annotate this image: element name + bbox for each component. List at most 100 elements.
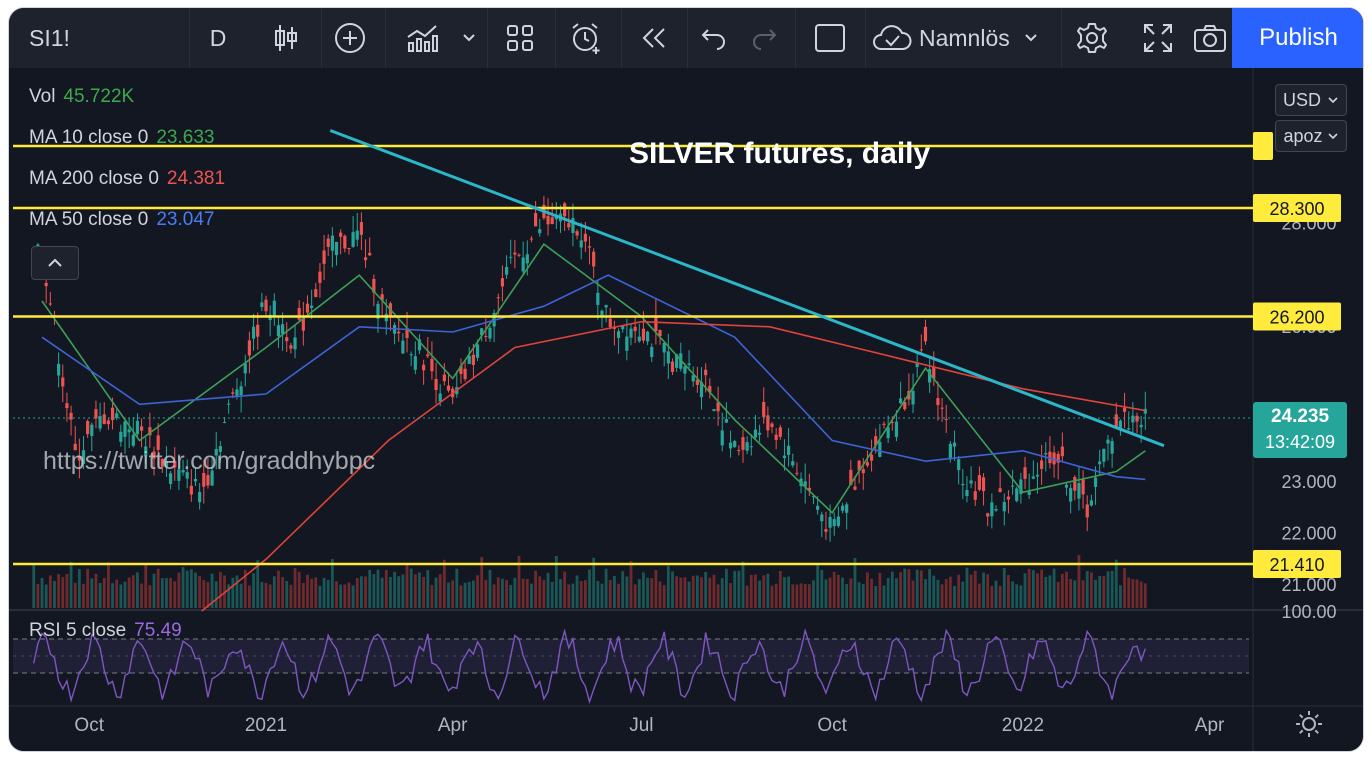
candle-body <box>222 422 227 424</box>
volume-bar <box>243 569 247 608</box>
alert-button[interactable] <box>557 8 615 68</box>
volume-bar <box>961 581 965 608</box>
volume-bar <box>413 574 417 608</box>
square-icon <box>815 24 845 52</box>
candle-body <box>1131 415 1135 423</box>
candle-body <box>716 402 720 412</box>
templates-button[interactable] <box>491 8 549 68</box>
candle-body <box>538 229 542 234</box>
candle-body <box>202 472 206 487</box>
replay-button[interactable] <box>625 8 683 68</box>
candle-body <box>1110 441 1114 454</box>
legend-collapse-button[interactable] <box>31 246 79 280</box>
volume-bar <box>617 583 620 608</box>
compare-symbol-button[interactable] <box>321 8 379 68</box>
volume-bar <box>384 570 388 608</box>
volume-bar <box>633 584 637 608</box>
legend-ma50[interactable]: MA 50 close 0 23.047 <box>29 209 214 231</box>
candle-body <box>849 469 853 485</box>
legend-ma10[interactable]: MA 10 close 0 23.633 <box>29 127 214 149</box>
redo-button[interactable] <box>739 8 789 68</box>
settings-button[interactable] <box>1063 8 1121 68</box>
indicators-dropdown-button[interactable] <box>455 8 483 68</box>
time-tick-label: Oct <box>817 715 847 736</box>
volume-bar <box>911 580 915 608</box>
level-badge[interactable] <box>1253 131 1273 160</box>
candle-body <box>766 415 770 431</box>
candle-body <box>641 328 646 341</box>
time-tick-label: Jul <box>629 715 653 736</box>
volume-bar <box>447 582 450 608</box>
volume-bar <box>903 568 907 608</box>
volume-bar <box>849 578 853 608</box>
volume-bar <box>754 574 757 608</box>
candle-body <box>977 475 982 490</box>
volume-bar <box>890 571 894 608</box>
candle-body <box>276 325 281 337</box>
chart-area[interactable]: 28.00026.00023.00022.00021.000100.0028.3… <box>9 68 1364 752</box>
volume-bar <box>924 579 927 608</box>
volume-bar <box>646 577 649 608</box>
candle-body <box>990 502 994 517</box>
sun-icon[interactable] <box>1296 711 1322 737</box>
candle-body <box>218 446 222 452</box>
volume-bar <box>32 563 36 608</box>
candle-body <box>156 435 160 450</box>
candle-body <box>301 317 305 331</box>
interval-button[interactable]: D <box>189 8 247 68</box>
volume-bar <box>496 577 500 608</box>
price-tick-label: 21.000 <box>1281 575 1336 595</box>
last-price-badge[interactable] <box>1253 402 1347 459</box>
volume-bar <box>546 572 550 608</box>
volume-bar <box>136 572 139 608</box>
fullscreen-layout-button[interactable] <box>801 8 859 68</box>
layout-save-button[interactable]: Namnlös <box>871 8 1055 68</box>
candle-body <box>227 403 231 405</box>
chart-title-annotation[interactable]: SILVER futures, daily <box>629 137 930 170</box>
legend-volume-value: 45.722K <box>63 86 135 107</box>
volume-bar <box>1073 580 1077 608</box>
fullscreen-button[interactable] <box>1129 8 1187 68</box>
legend-rsi[interactable]: RSI 5 close 75.49 <box>29 620 182 642</box>
currency-selector[interactable]: USD <box>1275 84 1347 116</box>
volume-bar <box>65 573 69 608</box>
unit-selector[interactable]: apoz <box>1275 120 1347 152</box>
volume-bar <box>380 577 384 608</box>
snapshot-button[interactable] <box>1193 8 1233 68</box>
candle-body <box>239 386 243 396</box>
volume-bar <box>156 568 160 608</box>
candle-body <box>94 409 98 419</box>
volume-bar <box>86 568 90 608</box>
volume-bar <box>48 575 52 608</box>
toolbar-divider <box>487 8 488 68</box>
camera-icon <box>1194 25 1226 52</box>
candle-body <box>662 343 666 353</box>
chevron-down-icon <box>463 34 475 42</box>
level-badge[interactable] <box>1253 550 1341 578</box>
rsi-line[interactable] <box>33 628 1146 705</box>
symbol-search-button[interactable]: SI1! <box>9 8 189 68</box>
level-badge[interactable] <box>1253 302 1341 331</box>
undo-button[interactable] <box>689 8 739 68</box>
ma50-line[interactable] <box>41 274 1146 481</box>
trendline[interactable] <box>329 129 1165 448</box>
candle-body <box>1139 424 1143 428</box>
legend-ma200[interactable]: MA 200 close 0 24.381 <box>29 168 225 190</box>
candle-body <box>484 335 488 337</box>
volume-bar <box>534 570 538 608</box>
chart-style-button[interactable] <box>257 8 315 68</box>
volume-bar <box>144 563 148 608</box>
price-chart[interactable]: 28.00026.00023.00022.00021.000100.0028.3… <box>9 68 1364 752</box>
publish-button[interactable]: Publish <box>1232 8 1363 68</box>
volume-bar <box>745 585 749 608</box>
candle-body <box>534 213 538 227</box>
volume-bar <box>77 569 81 608</box>
candle-body <box>708 386 712 393</box>
legend-volume[interactable]: Vol 45.722K <box>29 86 134 108</box>
indicators-button[interactable] <box>393 8 451 68</box>
candle-body <box>247 340 252 356</box>
level-badge[interactable] <box>1253 194 1341 222</box>
ma200-line[interactable] <box>201 320 1146 612</box>
volume-bar <box>418 572 421 608</box>
volume-bar <box>1031 570 1035 608</box>
